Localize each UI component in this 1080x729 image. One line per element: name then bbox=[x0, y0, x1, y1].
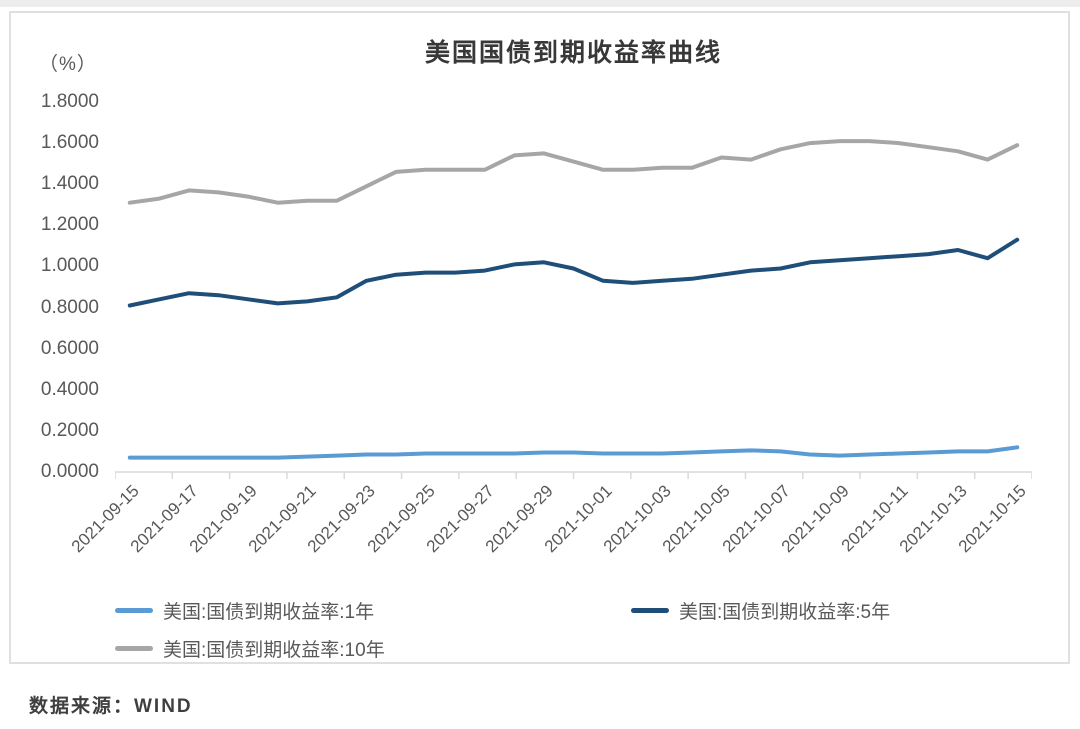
series-line-1 bbox=[127, 237, 1020, 308]
legend-label: 美国:国债到期收益率:10年 bbox=[163, 640, 385, 661]
chart-card: 美国国债到期收益率曲线 （%） 1.8000 1.6000 1.4000 1.2000… bbox=[9, 11, 1070, 664]
legend-item: 美国:国债到期收益率:1年 bbox=[115, 597, 631, 624]
y-tick-label: 0.8000 bbox=[40, 296, 99, 318]
legend-label: 美国:国债到期收益率:5年 bbox=[679, 602, 891, 623]
x-tick-label: 2021-09-29 bbox=[481, 481, 557, 557]
y-tick-label: 1.8000 bbox=[40, 91, 99, 112]
series-line-2 bbox=[127, 139, 1020, 205]
x-tick-label: 2021-09-19 bbox=[185, 481, 261, 557]
y-tick-label: 0.4000 bbox=[40, 378, 99, 400]
legend-line-marker bbox=[115, 608, 153, 613]
x-tick-label: 2021-09-25 bbox=[363, 481, 439, 557]
y-tick-label: 1.2000 bbox=[40, 214, 99, 236]
x-tick-label: 2021-10-15 bbox=[954, 481, 1030, 557]
x-tick-label: 2021-10-05 bbox=[659, 481, 735, 557]
y-tick-label: 1.4000 bbox=[40, 173, 99, 195]
series-line-0 bbox=[127, 445, 1020, 460]
x-tick-label: 2021-09-21 bbox=[245, 481, 320, 557]
y-tick-label: 0.0000 bbox=[40, 461, 99, 482]
legend-line-marker bbox=[631, 608, 669, 613]
y-tick-label: 1.6000 bbox=[40, 132, 99, 154]
legend-item: 美国:国债到期收益率:5年 bbox=[631, 597, 995, 624]
y-tick-label: 1.0000 bbox=[40, 255, 99, 277]
x-tick-label: 2021-10-13 bbox=[895, 481, 971, 557]
x-tick-label: 2021-09-15 bbox=[67, 481, 143, 557]
y-tick-label: 0.2000 bbox=[40, 419, 99, 441]
x-tick-label: 2021-09-17 bbox=[126, 481, 202, 557]
legend-item: 美国:国债到期收益率:10年 bbox=[115, 635, 631, 662]
x-tick-label: 2021-09-27 bbox=[422, 481, 498, 557]
window-top-edge bbox=[0, 0, 1080, 7]
chart-legend: 美国:国债到期收益率:1年 美国:国债到期收益率:5年美国:国债到期收益率:10年 bbox=[115, 597, 995, 662]
y-tick-label: 0.6000 bbox=[40, 337, 99, 359]
x-tick-label: 2021-09-23 bbox=[304, 481, 380, 557]
x-tick-label: 2021-10-09 bbox=[777, 481, 853, 557]
x-tick-label: 2021-10-11 bbox=[837, 481, 912, 556]
y-axis-unit-label: （%） bbox=[39, 54, 97, 75]
data-source-label: 数据来源：WIND bbox=[29, 696, 193, 717]
chart-title: 美国国债到期收益率曲线 bbox=[424, 39, 722, 67]
legend-label: 美国:国债到期收益率:1年 bbox=[163, 602, 375, 623]
x-tick-label: 2021-10-01 bbox=[540, 481, 616, 557]
x-tick-label: 2021-10-03 bbox=[600, 481, 675, 557]
x-tick-label: 2021-10-07 bbox=[718, 481, 794, 557]
legend-line-marker bbox=[115, 646, 153, 651]
plot-area bbox=[115, 139, 1032, 479]
